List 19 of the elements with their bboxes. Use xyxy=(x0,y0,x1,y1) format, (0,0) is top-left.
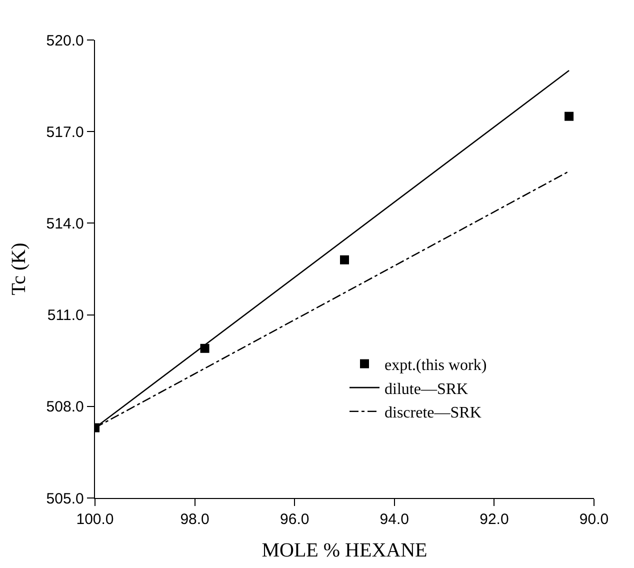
y-tick-label: 505.0 xyxy=(46,490,84,508)
legend-label: discrete—SRK xyxy=(384,404,482,422)
legend-label: dilute—SRK xyxy=(384,380,469,398)
x-tick-label: 90.0 xyxy=(579,511,609,528)
y-tick-label: 517.0 xyxy=(46,124,84,141)
x-tick-label: 92.0 xyxy=(480,511,509,528)
y-axis-title: Tc (K) xyxy=(8,242,30,296)
point xyxy=(564,112,574,121)
y-tick-label: 508.0 xyxy=(46,398,84,416)
legend-label: expt.(this work) xyxy=(384,357,487,374)
y-tick-label: 514.0 xyxy=(46,215,84,232)
y-tick-label: 511.0 xyxy=(47,307,84,324)
x-tick-label: 94.0 xyxy=(380,511,409,528)
x-axis-title: MOLE % HEXANE xyxy=(262,540,428,562)
x-tick-label: 100.0 xyxy=(76,511,114,528)
y-tick-label: 520.0 xyxy=(46,32,84,50)
point xyxy=(340,255,349,264)
x-tick-label: 96.0 xyxy=(280,511,310,528)
x-tick-label: 98.0 xyxy=(180,511,210,528)
